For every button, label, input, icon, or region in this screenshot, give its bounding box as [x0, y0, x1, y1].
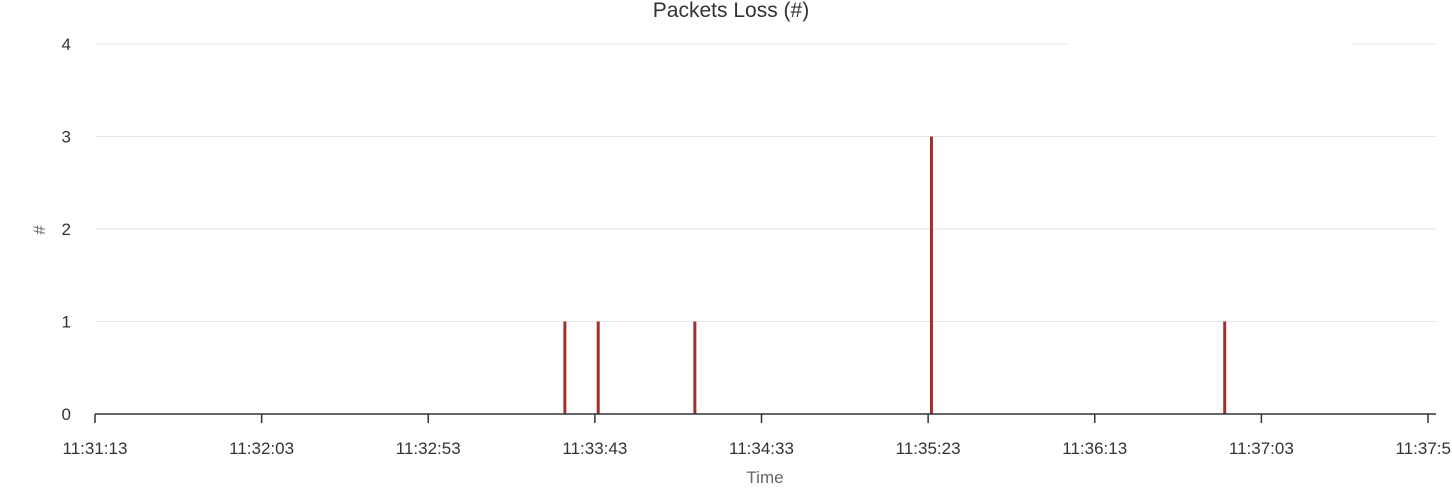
x-tick-label: 11:35:23: [896, 439, 961, 458]
x-axis-label: Time: [746, 468, 783, 487]
x-tick-label: 11:32:03: [229, 439, 294, 458]
x-tick-label: 11:36:13: [1062, 439, 1127, 458]
y-tick-label: 4: [62, 35, 71, 54]
loss-bar: [597, 322, 600, 415]
grid-lines: [95, 44, 1436, 322]
y-tick-label: 2: [62, 220, 71, 239]
x-tick-label: 11:37:03: [1229, 439, 1294, 458]
y-tick-label: 3: [62, 128, 71, 147]
bars: [563, 137, 1226, 415]
x-tick-label: 11:31:13: [63, 439, 128, 458]
loss-bar: [930, 137, 933, 415]
loss-bar: [1223, 322, 1226, 415]
loss-bar: [563, 322, 566, 415]
x-tick-label: 11:34:33: [729, 439, 794, 458]
y-axis: 0 1 2 3 4: [62, 35, 71, 424]
x-tick-label: 11:32:53: [396, 439, 461, 458]
y-tick-label: 0: [62, 405, 71, 424]
x-tick-label: 11:33:43: [562, 439, 627, 458]
y-axis-label: #: [30, 225, 49, 235]
loss-bar: [693, 322, 696, 415]
x-axis: 11:31:13 11:32:03 11:32:53 11:33:43 11:34:33…: [63, 414, 1452, 458]
x-tick-label: 11:37:53: [1396, 439, 1452, 458]
y-tick-label: 1: [62, 313, 71, 332]
chart-title: Packets Loss (#): [653, 0, 809, 22]
